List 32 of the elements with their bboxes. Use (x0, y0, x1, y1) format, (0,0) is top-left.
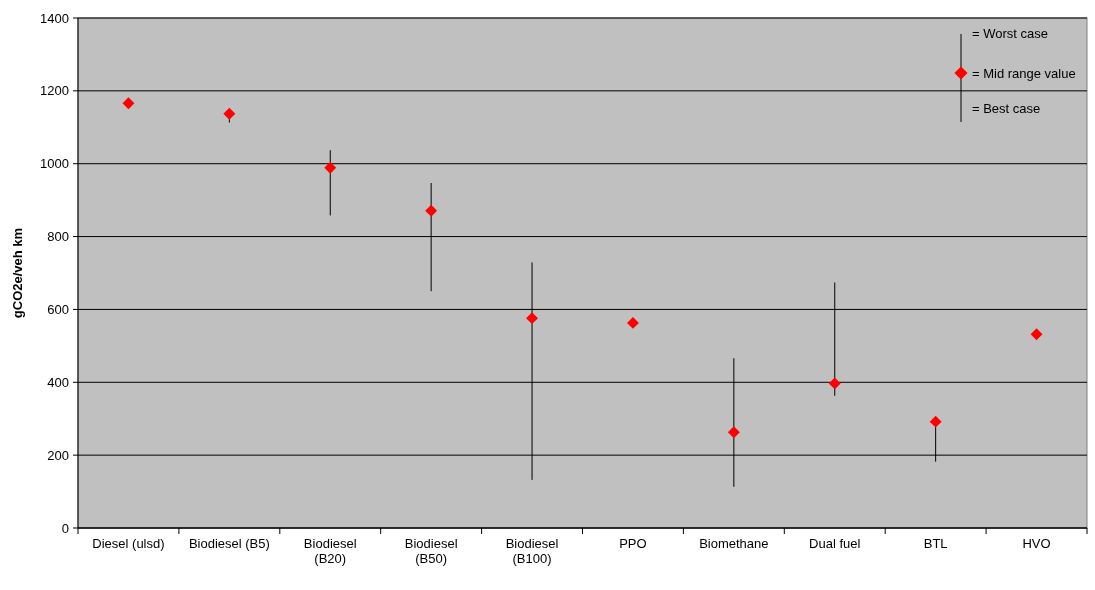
y-tick-label: 1200 (40, 83, 69, 99)
point (1030, 328, 1043, 341)
point (122, 97, 135, 110)
point (929, 415, 942, 428)
x-tick-label: Biodiesel (B20) (303, 536, 357, 566)
point (425, 204, 438, 217)
annotation: = Worst case (972, 25, 1048, 41)
annotation: = Best case (972, 100, 1041, 116)
point (526, 312, 538, 325)
point (627, 316, 639, 329)
x-tick-label: HVO (1022, 536, 1051, 551)
point (223, 107, 236, 120)
x-tick-label: Diesel (ulsd) (92, 536, 165, 551)
y-tick-label: 400 (47, 374, 69, 390)
point (828, 377, 841, 390)
annotation: = Mid range value (972, 65, 1076, 81)
point (727, 426, 740, 439)
x-tick-label: Dual fuel (809, 536, 861, 551)
y-tick-label: 0 (61, 520, 69, 536)
x-tick-label: PPO (619, 536, 647, 551)
y-tick-label: 200 (47, 447, 69, 463)
x-tick-label: Biodiesel (B100) (505, 536, 559, 566)
y-tick-label: 1000 (40, 156, 69, 172)
y-axis-title: gCO2e/veh km (10, 227, 25, 319)
x-tick-label: BTL (923, 536, 948, 551)
y-tick-label: 600 (47, 301, 69, 317)
point (324, 161, 337, 174)
x-tick-label: Biodiesel (B5) (188, 536, 270, 551)
x-tick-label: Biomethane (699, 536, 769, 551)
y-tick-label: 800 (47, 229, 69, 245)
x-tick-label: Biodiesel (B50) (404, 536, 458, 566)
y-tick-label: 1400 (40, 10, 69, 26)
